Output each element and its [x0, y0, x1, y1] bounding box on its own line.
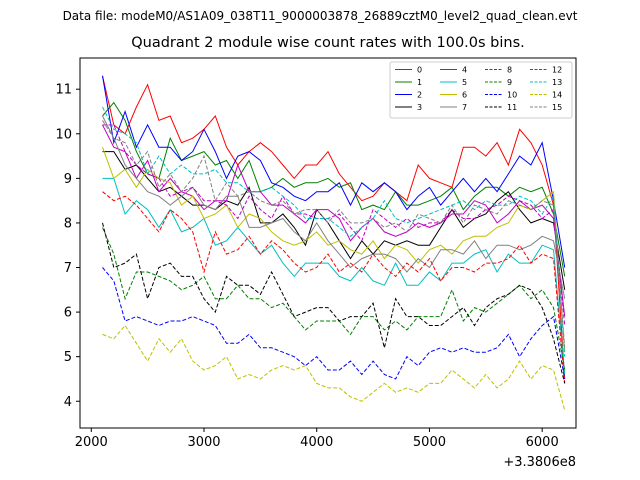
- legend-label-8: 8: [507, 66, 512, 75]
- series-line-12: [102, 124, 566, 326]
- series-line-15: [102, 120, 566, 348]
- series-line-0: [102, 75, 566, 380]
- series-line-3: [102, 151, 566, 290]
- legend-label-5: 5: [462, 78, 467, 87]
- series-line-14: [102, 324, 566, 411]
- series-line-9: [102, 227, 566, 371]
- x-tick-label: 3000: [187, 435, 220, 450]
- y-tick-label: 11: [55, 83, 72, 98]
- series-line-4: [102, 124, 566, 317]
- x-tick-label: 5000: [413, 435, 446, 450]
- suptitle: Data file: modeM0/AS1A09_038T11_90000038…: [62, 9, 578, 23]
- legend-label-2: 2: [417, 91, 422, 100]
- legend-label-10: 10: [507, 91, 517, 100]
- series-line-7: [102, 115, 566, 299]
- y-tick-label: 9: [64, 172, 72, 187]
- series-lines: [102, 75, 566, 411]
- legend-box: [389, 61, 573, 119]
- x-tick-label: 2000: [75, 435, 108, 450]
- legend-label-14: 14: [552, 91, 562, 100]
- plot-frame: [79, 57, 577, 429]
- legend-label-13: 13: [552, 78, 562, 87]
- series-line-1: [102, 101, 566, 277]
- y-tick-label: 7: [64, 261, 72, 276]
- series-line-6: [102, 147, 566, 353]
- legend-label-4: 4: [462, 66, 467, 75]
- x-offset-label: +3.3806e8: [503, 455, 576, 470]
- series-line-5: [102, 177, 566, 375]
- y-tick-label: 5: [64, 350, 72, 365]
- series-line-8: [102, 191, 566, 384]
- y-tick-label: 8: [64, 216, 72, 231]
- y-tick-label: 6: [64, 306, 72, 321]
- axis-ticks: 2000 3000 4000 5000 6000 4 5 6 7 8 9 10 11: [55, 83, 558, 450]
- legend-label-15: 15: [552, 103, 562, 112]
- series-line-2: [102, 75, 566, 268]
- chart-title: Quadrant 2 module wise count rates with …: [131, 35, 525, 51]
- legend-label-12: 12: [552, 66, 562, 75]
- y-tick-label: 10: [55, 127, 72, 142]
- legend-label-7: 7: [462, 103, 467, 112]
- y-tick-label: 4: [64, 395, 72, 410]
- series-line-11: [102, 222, 566, 384]
- x-tick-label: 6000: [526, 435, 559, 450]
- legend-label-3: 3: [417, 103, 422, 112]
- series-line-13: [102, 106, 566, 357]
- series-line-10: [102, 267, 566, 380]
- legend-label-0: 0: [417, 66, 422, 75]
- legend-label-11: 11: [507, 103, 517, 112]
- x-tick-label: 4000: [300, 435, 333, 450]
- legend-label-6: 6: [462, 91, 467, 100]
- legend-label-9: 9: [507, 78, 512, 87]
- legend-label-1: 1: [417, 78, 422, 87]
